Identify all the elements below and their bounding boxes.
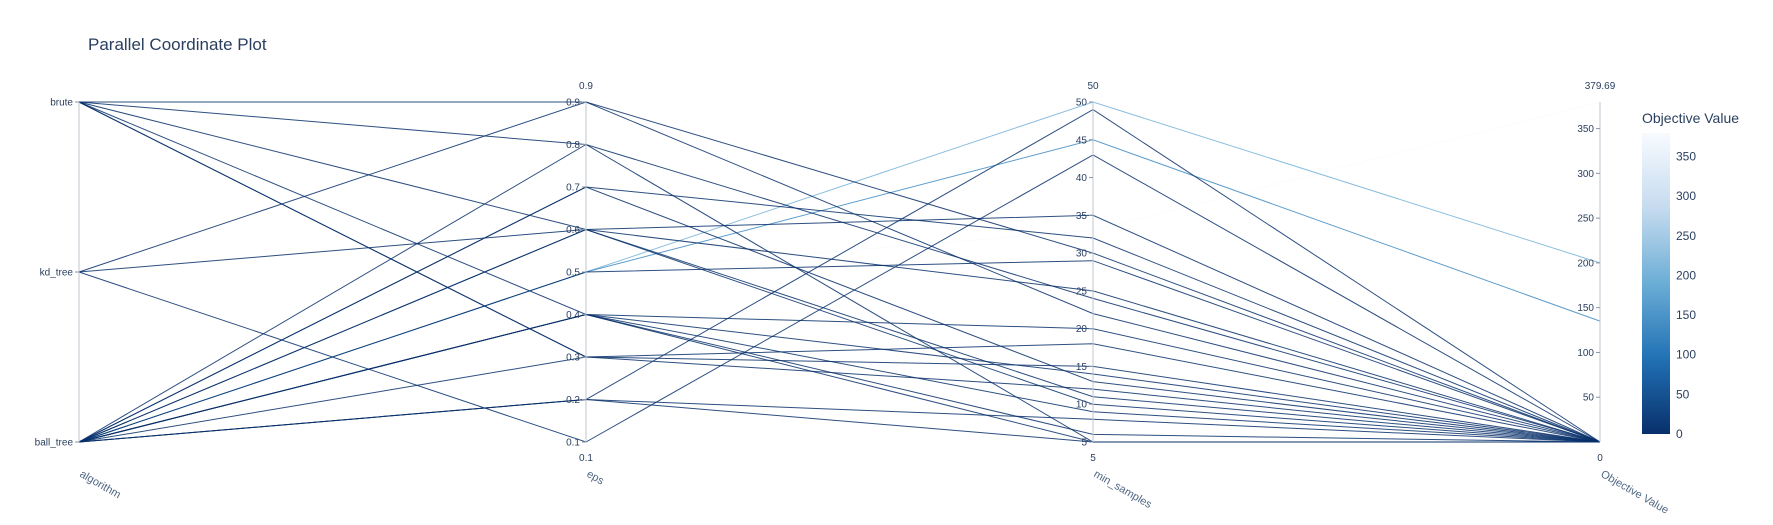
- trial-line: [78, 101, 1601, 443]
- colorbar-tick-label: 0: [1676, 427, 1683, 441]
- trial-line: [78, 101, 1601, 443]
- colorbar-title: Objective Value: [1642, 110, 1739, 126]
- chart-title: Parallel Coordinate Plot: [88, 35, 267, 54]
- axis-tick-label: 0.2: [566, 395, 580, 406]
- axis-tick-label: 100: [1577, 348, 1594, 359]
- axis-title: min_samples: [1092, 468, 1155, 511]
- axis-tick-label: 5: [1081, 438, 1087, 449]
- axis-tick-label: 0.5: [566, 268, 580, 279]
- axis-title: eps: [585, 468, 607, 488]
- trial-line: [78, 143, 1601, 443]
- axis-tick-label: 150: [1577, 303, 1594, 314]
- trial-line: [78, 260, 1601, 443]
- axis-tick-label: 50: [1076, 98, 1088, 109]
- axis-title: algorithm: [78, 468, 123, 501]
- axis-tick-label: 50: [1583, 393, 1595, 404]
- colorbar: Objective Value 0 50 100 150 200 250 300 350: [1642, 110, 1739, 441]
- axis-tick-label: brute: [50, 98, 73, 109]
- trial-line: [78, 228, 1601, 443]
- trial-line: [78, 139, 1601, 443]
- axis-tick-label: 0.1: [566, 438, 580, 449]
- axis-range-max: 0.9: [579, 81, 593, 92]
- colorbar-tick-label: 150: [1676, 308, 1696, 322]
- axis-tick-label: 200: [1577, 258, 1594, 269]
- colorbar-tick-label: 50: [1676, 387, 1690, 401]
- axis-tick-label: 350: [1577, 124, 1594, 135]
- trial-line: [79, 101, 1601, 443]
- axis-tick-label: 25: [1076, 286, 1088, 297]
- axis-tick-label: 40: [1076, 173, 1088, 184]
- axis-tick-label: kd_tree: [40, 268, 74, 279]
- colorbar-gradient: [1642, 133, 1670, 434]
- axis-tick-label: 10: [1076, 400, 1088, 411]
- axis-tick-label: 250: [1577, 214, 1594, 225]
- axis-tick-label: 0.9: [566, 98, 580, 109]
- axis-range-min: 0.1: [579, 453, 593, 464]
- trial-line: [78, 214, 1601, 443]
- axis-tick-label: 35: [1076, 211, 1088, 222]
- axis-range-min: 5: [1090, 453, 1096, 464]
- colorbar-tick-label: 300: [1676, 189, 1696, 203]
- axis-tick-label: 30: [1076, 249, 1088, 260]
- axis-tick-label: 15: [1076, 362, 1088, 373]
- axis-tick-label: 0.6: [566, 225, 580, 236]
- colorbar-tick-label: 350: [1676, 150, 1696, 164]
- axis-range-max: 50: [1087, 81, 1099, 92]
- trial-line: [78, 343, 1601, 443]
- axis-tick-label: 45: [1076, 135, 1088, 146]
- trial-line: [78, 186, 1601, 443]
- trial-line: [78, 228, 1601, 443]
- trial-line: [78, 101, 1601, 443]
- axis-tick-label: 0.4: [566, 310, 580, 321]
- colorbar-tick-label: 200: [1676, 268, 1696, 282]
- axis-range-min: 0: [1597, 453, 1603, 464]
- axis-range-max: 379.69: [1585, 81, 1616, 92]
- trial-lines: [78, 101, 1601, 443]
- colorbar-tick-label: 250: [1676, 229, 1696, 243]
- axis-tick-label: 0.7: [566, 183, 580, 194]
- axis-title: Objective Value: [1599, 468, 1671, 517]
- trial-line: [78, 101, 1601, 443]
- colorbar-tick-label: 100: [1676, 348, 1696, 362]
- axis-tick-label: 20: [1076, 324, 1088, 335]
- axis-tick-label: 300: [1577, 169, 1594, 180]
- trial-line: [78, 398, 1600, 443]
- axis-tick-label: 0.3: [566, 353, 580, 364]
- axis-tick-label: ball_tree: [35, 438, 74, 449]
- axis-tick-label: 0.8: [566, 140, 580, 151]
